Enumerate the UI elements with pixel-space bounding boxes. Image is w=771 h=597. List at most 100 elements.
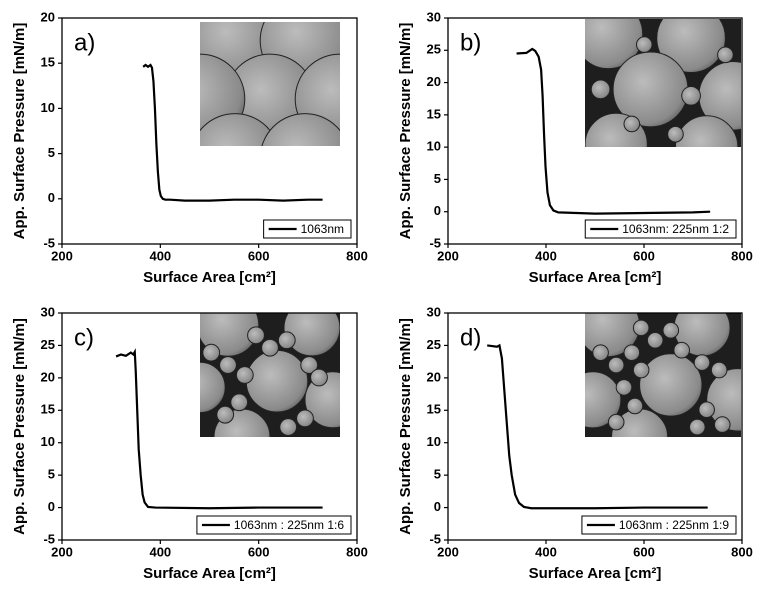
inset-image bbox=[585, 19, 741, 147]
y-tick-label: 0 bbox=[434, 499, 441, 514]
x-tick-label: 800 bbox=[346, 248, 368, 263]
y-tick-label: -5 bbox=[43, 531, 55, 546]
y-tick-label: 20 bbox=[41, 9, 55, 24]
x-tick-label: 600 bbox=[248, 248, 270, 263]
y-tick-label: 5 bbox=[48, 467, 55, 482]
y-axis-label: App. Surface Pressure [mN/m] bbox=[397, 318, 414, 535]
y-tick-label: 25 bbox=[427, 42, 441, 57]
particle bbox=[219, 356, 237, 374]
y-tick-label: 15 bbox=[41, 55, 55, 70]
legend-box bbox=[263, 219, 352, 239]
particle bbox=[585, 371, 622, 429]
x-tick-label: 800 bbox=[346, 544, 368, 559]
x-tick-label: 400 bbox=[149, 248, 171, 263]
particle bbox=[635, 36, 653, 53]
legend-box bbox=[581, 515, 737, 535]
legend: 1063nm: 225nm 1:2 bbox=[584, 219, 737, 239]
particle bbox=[200, 113, 279, 146]
y-tick-label: 15 bbox=[427, 402, 441, 417]
y-tick-label: 10 bbox=[427, 139, 441, 154]
particle bbox=[607, 413, 625, 431]
particle bbox=[230, 393, 249, 412]
particle bbox=[693, 354, 711, 371]
y-tick-label: 5 bbox=[48, 145, 55, 160]
y-tick-label: 20 bbox=[427, 369, 441, 384]
x-tick-label: 600 bbox=[633, 248, 655, 263]
panel-label: c) bbox=[74, 324, 94, 351]
inset-image bbox=[200, 22, 340, 146]
y-axis-label: App. Surface Pressure [mN/m] bbox=[11, 318, 28, 535]
particle bbox=[681, 85, 701, 106]
x-tick-label: 200 bbox=[51, 248, 73, 263]
x-tick-label: 800 bbox=[731, 544, 753, 559]
particle bbox=[662, 322, 680, 339]
y-tick-label: 0 bbox=[48, 190, 55, 205]
x-tick-label: 400 bbox=[535, 544, 557, 559]
particle bbox=[674, 115, 739, 147]
particle bbox=[706, 368, 741, 432]
particle bbox=[592, 344, 609, 361]
particle bbox=[310, 368, 328, 387]
panel-label: d) bbox=[460, 324, 481, 351]
particle bbox=[261, 113, 340, 146]
plot-frame bbox=[447, 17, 743, 245]
legend-box bbox=[196, 515, 352, 535]
particle bbox=[713, 416, 731, 433]
particle bbox=[202, 343, 221, 362]
legend-label: 1063nm bbox=[301, 222, 344, 236]
particle bbox=[585, 19, 644, 70]
particle bbox=[216, 405, 235, 424]
x-axis-label: Surface Area [cm²] bbox=[143, 565, 276, 582]
plot-frame bbox=[61, 312, 358, 541]
x-tick-label: 200 bbox=[437, 248, 459, 263]
particle bbox=[626, 397, 644, 415]
particle bbox=[277, 331, 296, 350]
particle bbox=[279, 418, 298, 436]
particle bbox=[632, 319, 650, 337]
legend: 1063nm bbox=[263, 219, 352, 239]
data-line bbox=[516, 47, 711, 215]
particle bbox=[656, 19, 726, 74]
y-tick-label: 15 bbox=[41, 402, 55, 417]
y-tick-label: 10 bbox=[41, 434, 55, 449]
particle bbox=[304, 371, 340, 429]
data-line bbox=[115, 348, 323, 510]
panel-label: a) bbox=[74, 29, 95, 56]
y-tick-label: 30 bbox=[427, 304, 441, 319]
y-tick-label: -5 bbox=[429, 235, 441, 250]
y-tick-label: 10 bbox=[41, 100, 55, 115]
y-tick-label: 0 bbox=[434, 203, 441, 218]
data-line bbox=[142, 63, 323, 202]
particle bbox=[717, 46, 734, 64]
particle bbox=[245, 349, 309, 413]
particle bbox=[235, 366, 254, 384]
y-tick-label: 30 bbox=[41, 304, 55, 319]
particle bbox=[261, 338, 279, 357]
particle bbox=[639, 353, 703, 417]
particle bbox=[607, 356, 625, 374]
data-line bbox=[487, 343, 708, 510]
particle bbox=[698, 401, 715, 419]
y-tick-label: 20 bbox=[41, 369, 55, 384]
particle bbox=[623, 344, 641, 361]
particle bbox=[673, 341, 691, 359]
y-tick-label: 5 bbox=[434, 171, 441, 186]
particle bbox=[646, 331, 664, 349]
inset-image bbox=[200, 313, 340, 437]
particle bbox=[200, 361, 226, 414]
y-tick-label: 15 bbox=[427, 106, 441, 121]
legend-box bbox=[584, 219, 737, 239]
particle bbox=[710, 361, 728, 379]
particle bbox=[667, 125, 684, 143]
legend: 1063nm : 225nm 1:9 bbox=[581, 515, 737, 535]
legend: 1063nm : 225nm 1:6 bbox=[196, 515, 352, 535]
particle bbox=[300, 356, 319, 374]
x-tick-label: 600 bbox=[633, 544, 655, 559]
x-tick-label: 200 bbox=[437, 544, 459, 559]
y-tick-label: -5 bbox=[43, 235, 55, 250]
particle bbox=[247, 326, 265, 345]
x-axis-label: Surface Area [cm²] bbox=[529, 565, 662, 582]
y-tick-label: -5 bbox=[429, 531, 441, 546]
plot-frame bbox=[447, 312, 743, 541]
